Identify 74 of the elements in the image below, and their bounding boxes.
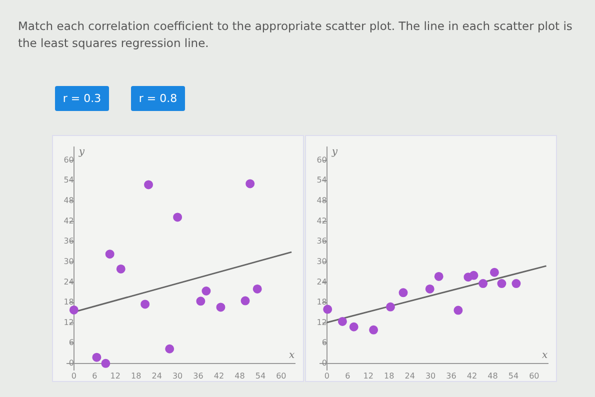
point xyxy=(478,279,488,288)
point xyxy=(512,279,521,288)
point xyxy=(323,304,332,314)
point xyxy=(497,279,506,288)
point xyxy=(349,322,358,332)
point xyxy=(116,264,126,274)
text: r = 0.3 xyxy=(55,86,109,111)
y-tick-label: 36 xyxy=(64,236,74,246)
x-tick-label: 42 xyxy=(214,371,224,380)
x-tick-label: 54 xyxy=(255,371,266,380)
point xyxy=(69,305,78,314)
x-tick-label: 60 xyxy=(276,371,286,380)
point xyxy=(101,358,110,368)
y-tick-label: 24 xyxy=(64,277,74,286)
x-tick-label: 30 xyxy=(172,371,183,380)
x-tick-label: 12 xyxy=(110,371,120,380)
x-tick-label: 6 xyxy=(92,371,98,380)
x-axis-title: x xyxy=(289,350,295,362)
x-tick-label: 18 xyxy=(130,371,142,380)
x-tick-label: 48 xyxy=(488,371,498,380)
x-axis-title: x xyxy=(542,350,548,362)
y-tick-label: 30 xyxy=(316,256,327,266)
x-tick-label: 12 xyxy=(363,371,374,380)
y-tick-label: 60 xyxy=(316,155,327,164)
y-tick-label: 42 xyxy=(316,216,327,226)
point xyxy=(140,300,150,309)
point xyxy=(425,284,434,294)
point xyxy=(252,284,262,294)
y-tick-label: 54 xyxy=(316,176,327,185)
text: Match each correlation coefficient to the appropriate scatter plot. The line in each scatter plot is the least squares regression line. xyxy=(18,18,574,52)
point xyxy=(196,296,206,306)
x-tick-label: 48 xyxy=(234,371,245,380)
x-tick-label: 24 xyxy=(152,371,162,380)
x-tick-label: 30 xyxy=(425,371,436,380)
x-tick-label: 6 xyxy=(345,371,350,380)
y-tick-label: 30 xyxy=(64,256,74,266)
point xyxy=(490,268,499,277)
point xyxy=(144,180,154,190)
y-tick-label: 36 xyxy=(316,236,327,246)
text: r = 0.8 xyxy=(131,86,185,111)
y-tick-label: 12 xyxy=(316,318,327,327)
point xyxy=(369,325,378,334)
y-tick-label: 42 xyxy=(64,216,74,226)
y-tick-label: 54 xyxy=(64,176,74,185)
y-axis-title: y xyxy=(330,146,338,158)
point xyxy=(338,316,347,326)
x-tick-label: 18 xyxy=(384,371,394,380)
x-tick-label: 60 xyxy=(529,371,540,380)
y-tick-label: 48 xyxy=(64,196,74,206)
point xyxy=(398,288,408,298)
x-tick-label: 36 xyxy=(446,371,456,380)
y-tick-label: 18 xyxy=(316,298,327,307)
y-tick-label: 12 xyxy=(64,318,74,327)
point xyxy=(386,302,395,312)
y-axis-title: y xyxy=(78,146,85,158)
point xyxy=(454,306,463,315)
y-tick-label: 24 xyxy=(316,277,327,286)
point xyxy=(216,302,226,312)
y-tick-label: 18 xyxy=(64,298,74,307)
point xyxy=(240,296,250,306)
point xyxy=(105,250,114,259)
x-tick-label: 42 xyxy=(466,371,478,380)
point xyxy=(434,272,444,281)
x-tick-label: 36 xyxy=(193,371,204,380)
point xyxy=(92,352,102,362)
point xyxy=(246,179,255,188)
y-tick-label: 60 xyxy=(64,155,74,164)
x-tick-label: 24 xyxy=(404,371,415,380)
point xyxy=(165,344,174,354)
point xyxy=(173,212,182,222)
y-tick-label: 48 xyxy=(316,196,327,206)
point xyxy=(202,286,211,296)
x-tick-label: 54 xyxy=(508,371,519,380)
point xyxy=(469,270,478,280)
